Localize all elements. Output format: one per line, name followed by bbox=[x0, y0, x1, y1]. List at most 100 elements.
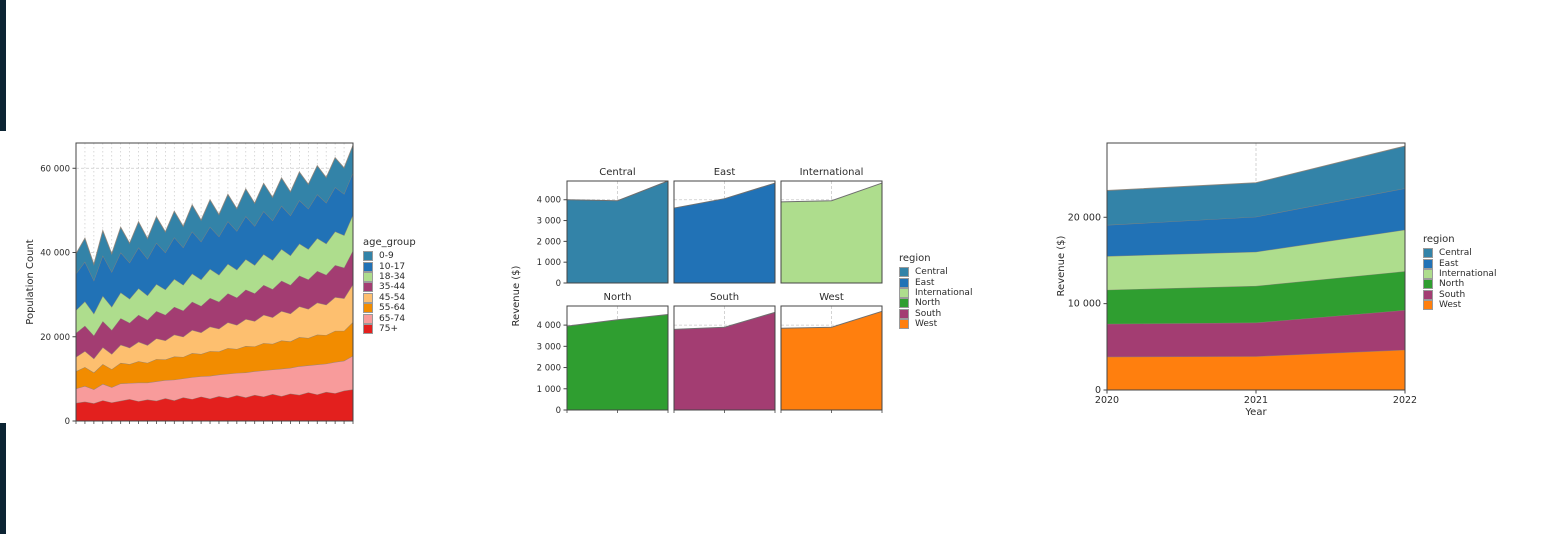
legend-label: 10-17 bbox=[379, 261, 406, 272]
legend-item-Central: Central bbox=[899, 267, 972, 278]
legend-swatch bbox=[899, 298, 909, 309]
y-tick-label: 4 000 bbox=[537, 321, 561, 331]
area-series-East bbox=[1107, 188, 1405, 257]
x-tick-label: 2021 bbox=[1244, 395, 1268, 406]
facet-title: North bbox=[604, 292, 632, 303]
age-group-legend: age_group 0-9 10-17 18-34 35-44 45-54 55-64 65… bbox=[363, 237, 416, 334]
revenue-stacked-area-chart: 0 10 000 20 000 2020 2021 2022 Year Revenue ($) bbox=[1056, 142, 1417, 418]
area-edge bbox=[673, 311, 776, 330]
x-axis-label: Year bbox=[1244, 407, 1267, 418]
y-tick-label: 1 000 bbox=[537, 385, 561, 395]
axes-box bbox=[780, 180, 883, 284]
legend-swatch bbox=[363, 303, 373, 314]
legend-item-10-17: 10-17 bbox=[363, 261, 416, 272]
y-tick-label: 2 000 bbox=[537, 237, 561, 247]
legend-label: West bbox=[1439, 300, 1462, 311]
legend-label: International bbox=[1439, 268, 1497, 279]
area-facet-East bbox=[674, 183, 775, 283]
area-edge bbox=[673, 182, 776, 209]
legend-item-65-74: 65-74 bbox=[363, 313, 416, 324]
legend-swatch bbox=[363, 261, 373, 272]
legend-title: region bbox=[899, 253, 931, 264]
legend-item-55-64: 55-64 bbox=[363, 303, 416, 314]
legend-label: 65-74 bbox=[379, 313, 406, 324]
x-tick-label: 2022 bbox=[1393, 395, 1417, 406]
legend-swatch bbox=[899, 319, 909, 330]
area-series-18-34 bbox=[76, 214, 353, 336]
legend-swatch bbox=[899, 308, 909, 319]
legend-swatch bbox=[1423, 268, 1433, 279]
legend-item-Central: Central bbox=[1423, 248, 1496, 259]
legend-item-35-44: 35-44 bbox=[363, 282, 416, 293]
legend-item-South: South bbox=[1423, 289, 1496, 300]
legend-item-75+: 75+ bbox=[363, 323, 416, 334]
legend-item-18-34: 18-34 bbox=[363, 271, 416, 282]
area-edge bbox=[566, 180, 669, 202]
y-axis-label: Revenue ($) bbox=[511, 265, 522, 326]
y-tick-label: 4 000 bbox=[537, 196, 561, 206]
area-series-North bbox=[1107, 271, 1405, 324]
legend-title: age_group bbox=[363, 237, 416, 248]
area-series-45-54 bbox=[76, 284, 353, 373]
y-tick-label: 0 bbox=[1095, 385, 1101, 396]
facet-title: East bbox=[714, 167, 736, 178]
legend-swatch bbox=[1423, 248, 1433, 259]
area-facet-West bbox=[781, 311, 882, 410]
y-tick-label: 0 bbox=[65, 417, 70, 427]
legend-label: East bbox=[1439, 258, 1459, 269]
legend-swatch bbox=[899, 277, 909, 288]
legend-label: North bbox=[1439, 279, 1465, 290]
facet-title: International bbox=[800, 167, 864, 178]
legend-swatch bbox=[363, 251, 373, 262]
legend-label: 55-64 bbox=[379, 303, 406, 314]
facet-title: South bbox=[710, 292, 739, 303]
legend-title: region bbox=[1423, 234, 1455, 245]
y-tick-label: 1 000 bbox=[537, 258, 561, 268]
population-stacked-area-chart: 0 20 000 40 000 60 000 Population Count bbox=[25, 142, 354, 427]
legend-item-East: East bbox=[1423, 258, 1496, 269]
legend-label: North bbox=[915, 298, 941, 309]
y-tick-label: 0 bbox=[556, 406, 561, 416]
y-tick-label: 20 000 bbox=[40, 333, 70, 343]
legend-item-West: West bbox=[899, 319, 972, 330]
legend-label: 35-44 bbox=[379, 282, 406, 293]
legend-item-North: North bbox=[1423, 279, 1496, 290]
y-tick-label: 0 bbox=[556, 279, 561, 289]
y-axis-label: Revenue ($) bbox=[1056, 235, 1067, 296]
legend-label: 75+ bbox=[379, 323, 398, 334]
legend-label: West bbox=[915, 319, 938, 330]
y-tick-label: 60 000 bbox=[40, 164, 70, 174]
legend-swatch bbox=[1423, 279, 1433, 290]
legend-swatch bbox=[899, 287, 909, 298]
legend-label: Central bbox=[1439, 248, 1472, 259]
legend-label: East bbox=[915, 277, 935, 288]
legend-swatch bbox=[363, 282, 373, 293]
area-series-35-44 bbox=[76, 250, 353, 359]
area-edge bbox=[75, 144, 354, 266]
legend-item-North: North bbox=[899, 298, 972, 309]
x-tick-label: 2020 bbox=[1095, 395, 1119, 406]
region-legend-facets: region Central East International North Sout… bbox=[899, 253, 972, 330]
area-series-0-9 bbox=[76, 145, 353, 281]
legend-label: 45-54 bbox=[379, 292, 406, 303]
legend-item-International: International bbox=[899, 287, 972, 298]
legend-swatch bbox=[363, 271, 373, 282]
legend-swatch bbox=[363, 323, 373, 334]
area-series-Central bbox=[1107, 146, 1405, 226]
area-facet-International bbox=[781, 183, 882, 283]
area-edge bbox=[780, 310, 883, 329]
area-edge bbox=[566, 313, 669, 327]
area-facet-North bbox=[567, 314, 668, 410]
legend-label: South bbox=[915, 308, 942, 319]
y-tick-label: 3 000 bbox=[537, 342, 561, 352]
y-tick-label: 3 000 bbox=[537, 217, 561, 227]
legend-swatch bbox=[1423, 300, 1433, 311]
legend-item-West: West bbox=[1423, 300, 1496, 311]
revenue-facet-area-chart: Central 0 1 000 2 000 3 000 4 000 East Internat… bbox=[511, 167, 883, 416]
area-series-65-74 bbox=[76, 355, 353, 404]
legend-swatch bbox=[1423, 289, 1433, 300]
legend-item-0-9: 0-9 bbox=[363, 251, 416, 262]
y-tick-label: 2 000 bbox=[537, 364, 561, 374]
legend-swatch bbox=[363, 292, 373, 303]
